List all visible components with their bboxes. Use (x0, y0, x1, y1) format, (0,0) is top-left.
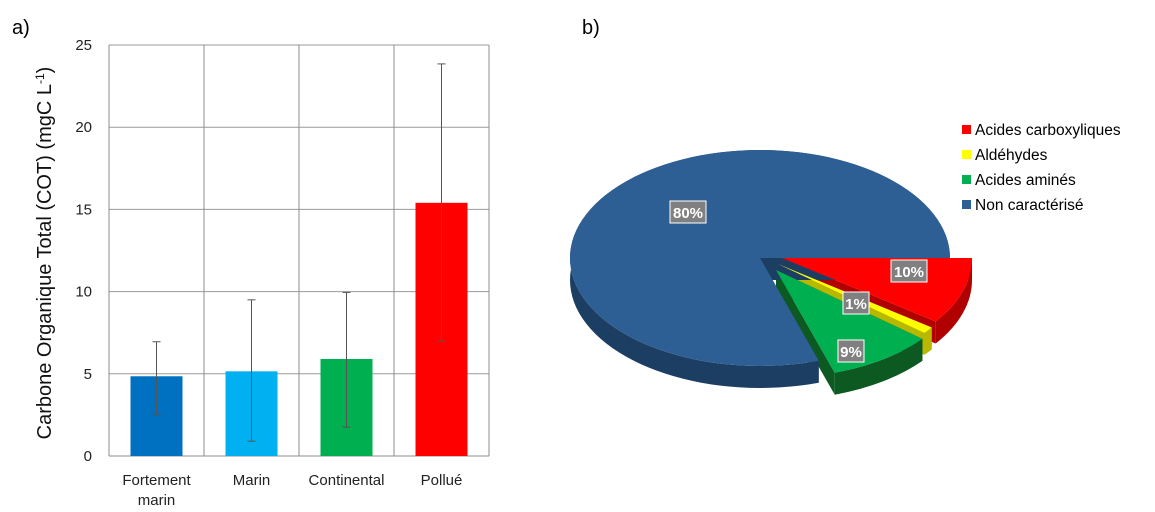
legend-swatch-non-caracterise (962, 200, 971, 209)
pie-side-acides-carboxyliques (935, 258, 973, 344)
category-label: Continental (309, 472, 385, 489)
pie-chart: 10% 1% 9% 80% (570, 150, 973, 395)
bar-chart: 0 5 10 15 20 25 Fortement marin Marin Continenta… (33, 37, 490, 509)
pie-label-non-caracterise: 80% (673, 205, 703, 222)
legend-label-non-caracterise: Non caractérisé (975, 197, 1084, 214)
pie-label-acides-amines: 9% (840, 344, 862, 361)
y-tick-label: 5 (84, 366, 92, 383)
pie-label-box (837, 339, 865, 363)
bar-error-bars (152, 63, 446, 442)
y-tick-label: 0 (84, 448, 92, 465)
pie-side-acides-amines (834, 338, 923, 395)
bar-gridlines (108, 44, 490, 457)
legend-label-acides-amines: Acides aminés (975, 172, 1076, 189)
pie-label-box (890, 259, 928, 283)
pie-labels: 10% 1% 9% 80% (669, 200, 928, 363)
pie-slice-acides-amines (776, 270, 923, 373)
bar-y-ticks: 0 5 10 15 20 25 (75, 37, 92, 465)
category-label: Pollué (421, 472, 463, 489)
category-label: Fortement (122, 472, 191, 489)
y-tick-label: 10 (75, 284, 92, 301)
pie-label-box (669, 200, 707, 224)
y-tick-label: 25 (75, 37, 92, 54)
legend-swatch-acides-amines (962, 175, 971, 184)
y-tick-label: 15 (75, 201, 92, 218)
panel-b-label: b) (582, 17, 600, 39)
legend-label-aldehydes: Aldéhydes (975, 147, 1048, 164)
legend-swatch-aldehydes (962, 150, 971, 159)
category-label: marin (138, 492, 176, 509)
pie-label-box (842, 291, 870, 315)
y-axis-title-end: ) (34, 67, 56, 74)
bar-categories: Fortement marin Marin Continental Pollué (122, 472, 462, 509)
y-tick-label: 20 (75, 119, 92, 136)
pie-cut-acides-amines (776, 270, 835, 395)
pie-slice-non-caracterise (570, 150, 950, 366)
y-axis-title-superscript: -1 (33, 73, 47, 84)
legend-label-acides-carboxyliques: Acides carboxyliques (975, 122, 1121, 139)
panel-a-label: a) (12, 17, 30, 39)
y-axis-title: Carbone Organique Total (COT) (mgC L-1) (33, 67, 56, 440)
pie-label-aldehydes: 1% (845, 296, 867, 313)
category-label: Marin (233, 472, 271, 489)
legend-swatch-acides-carboxyliques (962, 125, 971, 134)
pie-label-acides-carboxyliques: 10% (894, 264, 924, 281)
legend: Acides carboxyliques Aldéhydes Acides amin… (962, 122, 1121, 214)
y-axis-title-text: Carbone Organique Total (COT) (mgC L (34, 84, 56, 439)
